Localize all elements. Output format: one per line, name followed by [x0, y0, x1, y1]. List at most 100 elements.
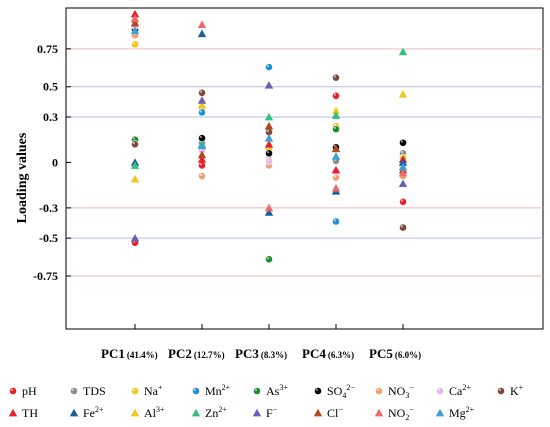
y-tick-label: -0.75: [33, 269, 58, 283]
legend-item: Cl−: [314, 405, 344, 420]
legend-item: K+: [497, 383, 523, 398]
category-variance: (6.0%): [395, 350, 421, 360]
data-point: [332, 218, 339, 225]
data-point: [265, 81, 273, 89]
data-point: [265, 256, 272, 263]
data-point: [265, 150, 272, 157]
legend-item: F−: [253, 405, 278, 420]
data-point: [198, 96, 206, 104]
legend-marker: [9, 409, 17, 417]
data-point: [198, 172, 205, 179]
legend-marker: [375, 409, 383, 417]
data-point: [332, 92, 339, 99]
category-name: PC1: [101, 346, 125, 361]
legend-item: Na+: [131, 383, 163, 398]
legend-label: Cl−: [327, 405, 343, 420]
legend-item: TDS: [70, 384, 105, 398]
legend-item: NO3−: [375, 383, 414, 400]
x-axis: PC1 (41.4%) PC2 (12.7%) PC3 (8.3%) PC4 (6.3%) PC…: [101, 324, 421, 361]
data-point: [332, 126, 339, 133]
y-tick-label: -0.3: [39, 201, 58, 215]
x-tick-label: PC5 (6.0%): [369, 346, 421, 361]
legend-label: SO42−: [327, 383, 355, 400]
category-variance: (8.3%): [261, 350, 287, 360]
legend-marker: [375, 387, 382, 394]
data-point: [198, 20, 206, 28]
data-point: [198, 162, 205, 169]
legend-item: Fe2+: [70, 405, 104, 420]
x-tick-label: PC3 (8.3%): [235, 346, 287, 361]
legend-marker: [314, 387, 321, 394]
legend-item: NO2−: [375, 405, 415, 422]
legend-label: NO2−: [388, 405, 414, 422]
legend-label: Mg2+: [449, 405, 475, 420]
data-point: [198, 30, 206, 38]
category-variance: (41.4%): [127, 350, 158, 360]
y-axis: 0.75 0.5 0.3 0 -0.3 -0.5 -0.75: [33, 42, 71, 283]
data-point: [332, 152, 340, 160]
legend-marker: [70, 409, 78, 417]
data-point: [332, 184, 340, 192]
data-point: [198, 89, 205, 96]
legend-label: pH: [22, 384, 37, 398]
legend-label: F−: [266, 405, 278, 420]
legend-label: Na+: [144, 383, 163, 398]
legend: pH TDS Na+ Mn2+ As3+ SO42− NO3− Ca2+ K+ TH Fe2+ Al3…: [9, 383, 524, 422]
legend-label: TH: [22, 406, 38, 420]
legend-item: Zn2+: [192, 405, 228, 420]
x-tick-label: PC2 (12.7%): [168, 346, 225, 361]
data-point: [332, 74, 339, 81]
legend-item: Mn2+: [192, 383, 230, 398]
legend-marker: [131, 387, 138, 394]
category-variance: (12.7%): [194, 350, 225, 360]
category-variance: (6.3%): [328, 350, 354, 360]
data-point: [265, 134, 273, 142]
data-point: [131, 175, 139, 183]
category-name: PC2: [168, 346, 192, 361]
legend-item: TH: [9, 406, 39, 420]
category-name: PC5: [369, 346, 393, 361]
data-point: [399, 198, 406, 205]
legend-marker: [131, 409, 139, 417]
legend-label: Al3+: [144, 405, 165, 420]
y-tick-label: 0.5: [43, 80, 58, 94]
legend-marker: [497, 387, 504, 394]
data-point: [265, 157, 272, 164]
y-tick-label: 0.3: [43, 110, 58, 124]
data-point: [131, 141, 138, 148]
legend-label: Mn2+: [205, 383, 231, 398]
y-tick-label: 0: [52, 155, 58, 169]
data-point: [131, 41, 138, 48]
y-tick-label: -0.5: [39, 231, 58, 245]
x-tick-label: PC1 (41.4%): [101, 346, 158, 361]
category-name: PC3: [235, 346, 259, 361]
legend-label: Zn2+: [205, 405, 227, 420]
data-point: [399, 224, 406, 231]
legend-marker: [9, 387, 16, 394]
legend-item: Al3+: [131, 405, 165, 420]
legend-label: Fe2+: [83, 405, 104, 420]
legend-label: TDS: [83, 384, 106, 398]
legend-marker: [192, 409, 200, 417]
legend-label: Ca2+: [449, 383, 471, 398]
data-point: [265, 63, 272, 70]
data-point: [265, 122, 273, 130]
data-point: [399, 139, 406, 146]
data-point: [399, 90, 407, 98]
legend-label: NO3−: [388, 383, 414, 400]
y-axis-label: Loading values: [15, 132, 30, 223]
legend-item: As3+: [253, 383, 288, 398]
category-name: PC4: [302, 346, 326, 361]
legend-marker: [70, 387, 77, 394]
x-tick-label: PC4 (6.3%): [302, 346, 354, 361]
data-point: [198, 109, 205, 116]
legend-marker: [192, 387, 199, 394]
legend-item: pH: [9, 384, 37, 398]
legend-marker: [436, 387, 443, 394]
legend-marker: [436, 409, 444, 417]
legend-item: Mg2+: [436, 405, 475, 420]
legend-item: SO42−: [314, 383, 355, 400]
data-points: [131, 10, 407, 263]
legend-label: As3+: [266, 383, 288, 398]
